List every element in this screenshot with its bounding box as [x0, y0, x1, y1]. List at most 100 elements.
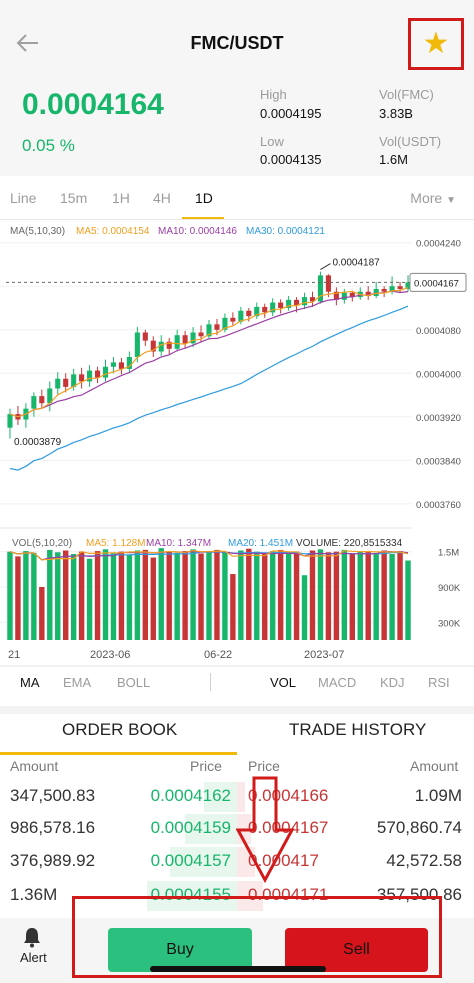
candle — [158, 341, 164, 352]
vol-legend: MA10: 1.347M — [146, 538, 211, 549]
indicator-ema[interactable]: EMA — [63, 675, 92, 690]
volume-bar — [55, 552, 61, 640]
buy-button[interactable]: Buy — [108, 928, 252, 972]
candlestick-chart[interactable]: 0.00042400.00041600.00040800.00040000.00… — [0, 220, 474, 700]
volume-bar — [214, 549, 220, 640]
candle — [325, 275, 331, 292]
back-arrow-icon[interactable] — [12, 28, 42, 58]
volume-bar — [142, 549, 149, 640]
indicator-rsi[interactable]: RSI — [428, 675, 450, 690]
y-tick-label: 0.0004000 — [416, 369, 461, 380]
indicator-divider — [210, 673, 211, 691]
volume-bar — [126, 554, 133, 640]
candle — [405, 282, 411, 289]
indicator-boll[interactable]: BOLL — [117, 675, 151, 690]
tab-interval-4h[interactable]: 4H — [153, 190, 171, 206]
volume-bar — [317, 549, 324, 640]
ma10-line — [9, 290, 409, 418]
volume-bar — [134, 550, 141, 640]
bid-price: 0.0004162 — [150, 786, 231, 805]
ask-price: 0.0004171 — [248, 885, 329, 904]
y-tick-label: 0.0004080 — [416, 326, 461, 337]
min-marker-label: 0.0003879 — [14, 437, 62, 448]
low-value: 0.0004135 — [260, 152, 322, 167]
bid-amount: 986,578.16 — [10, 818, 96, 837]
volume-bar — [293, 551, 300, 640]
vol-base-label: Vol(FMC) — [379, 87, 434, 102]
orderbook-row[interactable]: 376,989.92 0.0004157 0.000417 42,572.58 — [0, 845, 474, 879]
indicator-kdj[interactable]: KDJ — [380, 675, 405, 690]
tab-interval-1d[interactable]: 1D — [195, 190, 213, 206]
ma-legend: MA5: 0.0004154 — [76, 226, 150, 237]
bell-icon[interactable] — [22, 926, 42, 948]
bid-amount: 376,989.92 — [10, 851, 96, 870]
annotation-box — [72, 896, 442, 978]
tab-interval-15m[interactable]: 15m — [60, 190, 88, 206]
ma-legend: MA10: 0.0004146 — [158, 226, 237, 237]
candle — [206, 324, 212, 337]
more-intervals-dropdown[interactable]: More ▼ — [410, 190, 456, 206]
candle — [341, 292, 347, 300]
candle — [294, 299, 300, 306]
volume-bar — [405, 560, 411, 640]
ask-price-header: Price — [248, 758, 280, 774]
candle — [79, 374, 85, 382]
candle — [166, 341, 172, 349]
candle — [110, 362, 117, 367]
orderbook-row[interactable]: 347,500.83 0.0004162 0.0004166 1.09M — [0, 780, 474, 814]
candle — [349, 292, 355, 298]
volume-bar — [182, 551, 188, 640]
tab-interval-line[interactable]: Line — [10, 190, 37, 206]
ask-amount: 570,860.74 — [376, 818, 462, 837]
volume-bar — [39, 587, 45, 640]
orderbook-tabs: ORDER BOOK TRADE HISTORY — [0, 714, 474, 758]
ma-legend: MA30: 0.0004121 — [246, 226, 325, 237]
indicator-macd[interactable]: MACD — [318, 675, 357, 690]
tab-trade-history[interactable]: TRADE HISTORY — [289, 720, 427, 739]
volume-bar — [389, 554, 395, 640]
vol-legend: MA5: 1.128M — [86, 538, 145, 549]
volume-bar — [206, 551, 212, 640]
bid-price: 0.0004157 — [150, 851, 231, 870]
active-interval-underline — [182, 217, 224, 219]
ticker-summary: 0.0004164 0.05 % High 0.0004195 Low 0.00… — [0, 84, 474, 176]
candle — [397, 286, 403, 289]
current-price-tag-box — [409, 272, 467, 292]
tab-interval-1h[interactable]: 1H — [112, 190, 130, 206]
indicator-ma[interactable]: MA — [20, 675, 40, 690]
more-label: More — [410, 190, 443, 206]
alert-label[interactable]: Alert — [20, 950, 47, 965]
favorite-button[interactable]: ★ — [408, 18, 464, 70]
candle — [286, 299, 292, 308]
bid-depth-bar — [170, 847, 237, 877]
last-price: 0.0004164 — [22, 88, 164, 121]
ask-price: 0.0004166 — [248, 786, 329, 805]
volume-bar — [190, 549, 196, 640]
volume-bar — [269, 551, 276, 640]
candle — [126, 356, 132, 369]
candle — [262, 306, 268, 313]
vol-legend: MA20: 1.451M — [228, 538, 293, 549]
star-icon: ★ — [422, 27, 450, 60]
vol-legend: VOLUME: 220,8515334 — [296, 538, 403, 549]
candle — [102, 366, 109, 378]
indicator-vol[interactable]: VOL — [270, 675, 297, 690]
candle — [389, 286, 395, 292]
orderbook-row[interactable]: 986,578.16 0.0004159 0.0004167 570,860.74 — [0, 812, 474, 846]
candle — [309, 297, 316, 302]
volume-bar — [110, 553, 117, 640]
sell-button[interactable]: Sell — [285, 928, 428, 972]
volume-bar — [7, 551, 13, 640]
volume-bar — [86, 558, 93, 640]
high-value: 0.0004195 — [260, 106, 322, 121]
volume-bar — [94, 551, 101, 640]
tab-order-book[interactable]: ORDER BOOK — [62, 720, 178, 739]
vol-ma5-line — [9, 549, 409, 561]
bid-price-header: Price — [190, 758, 222, 774]
volume-bar — [309, 550, 316, 640]
page-title: FMC/USDT — [190, 33, 284, 53]
volume-bar — [158, 548, 164, 640]
bid-price: 0.0004159 — [150, 818, 231, 837]
bid-depth-bar — [185, 814, 237, 844]
volume-bar — [230, 574, 236, 640]
